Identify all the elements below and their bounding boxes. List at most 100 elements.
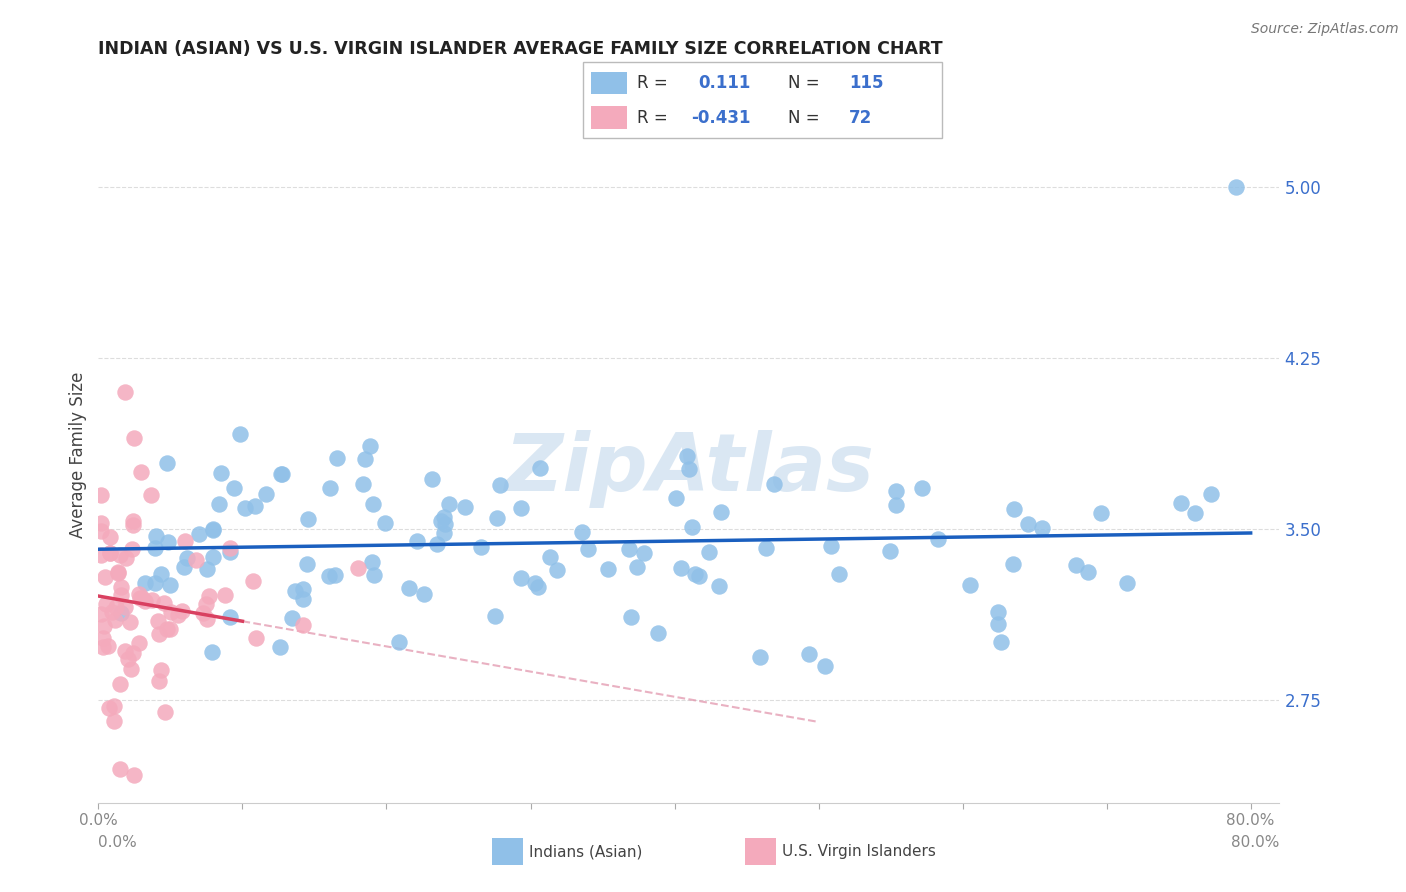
Point <box>195 597 218 611</box>
Point <box>707 579 730 593</box>
Point <box>254 487 277 501</box>
Point <box>990 635 1012 649</box>
Point <box>1002 502 1025 516</box>
Text: R =: R = <box>637 74 668 92</box>
Point <box>100 605 122 619</box>
Point <box>114 385 136 400</box>
Point <box>148 673 170 688</box>
Point <box>987 605 1010 619</box>
Point <box>814 659 837 673</box>
Point <box>669 561 692 575</box>
Point <box>155 456 177 470</box>
Point <box>538 550 561 565</box>
Point <box>353 476 375 491</box>
Point <box>104 613 127 627</box>
Point <box>430 514 453 528</box>
Point <box>174 534 197 549</box>
Point <box>527 580 550 594</box>
Point <box>353 452 375 467</box>
Point <box>1090 506 1112 520</box>
Point <box>398 581 420 595</box>
Point <box>426 537 449 551</box>
Point <box>245 632 267 646</box>
Point <box>297 512 319 526</box>
Point <box>94 570 117 584</box>
Point <box>346 561 368 575</box>
Point <box>122 431 145 445</box>
Point <box>1017 516 1039 531</box>
Point <box>108 548 131 562</box>
Point <box>114 644 136 658</box>
Point <box>202 550 225 565</box>
Point <box>121 541 143 556</box>
Point <box>360 555 382 569</box>
Point <box>103 714 125 728</box>
Point <box>363 568 385 582</box>
Point <box>141 488 163 502</box>
Point <box>134 594 156 608</box>
Point <box>159 605 181 619</box>
Point <box>828 567 851 582</box>
Text: INDIAN (ASIAN) VS U.S. VIRGIN ISLANDER AVERAGE FAMILY SIZE CORRELATION CHART: INDIAN (ASIAN) VS U.S. VIRGIN ISLANDER A… <box>98 40 943 58</box>
Point <box>107 566 129 580</box>
Point <box>129 591 152 605</box>
Point <box>149 566 172 581</box>
Point <box>148 615 170 629</box>
Point <box>159 578 181 592</box>
Point <box>121 646 143 660</box>
Point <box>94 598 117 612</box>
Point <box>619 610 641 624</box>
Point <box>749 649 772 664</box>
Point <box>122 768 145 782</box>
Point <box>98 546 121 560</box>
Point <box>1225 180 1247 194</box>
Point <box>617 541 640 556</box>
Point <box>156 622 179 636</box>
Point <box>141 593 163 607</box>
Point <box>326 450 349 465</box>
Point <box>281 611 304 625</box>
Point <box>412 587 434 601</box>
Point <box>122 514 145 528</box>
Point <box>1115 575 1137 590</box>
Point <box>678 462 700 476</box>
Point <box>97 640 120 654</box>
Point <box>143 541 166 556</box>
Point <box>576 541 599 556</box>
Point <box>90 607 112 621</box>
Text: 72: 72 <box>849 109 872 127</box>
Point <box>90 516 112 530</box>
Point <box>1199 486 1222 500</box>
Point <box>202 522 225 536</box>
Point <box>270 467 292 481</box>
Text: N =: N = <box>787 74 820 92</box>
Point <box>710 504 733 518</box>
Point <box>820 539 842 553</box>
Point <box>626 560 648 574</box>
Point <box>1031 521 1053 535</box>
Point <box>509 571 531 585</box>
Point <box>484 609 506 624</box>
Point <box>1184 506 1206 520</box>
Point <box>633 546 655 560</box>
Point <box>762 476 785 491</box>
Point <box>114 599 136 614</box>
Point <box>510 501 533 516</box>
Point <box>454 500 477 515</box>
Point <box>115 550 138 565</box>
Text: 0.111: 0.111 <box>699 74 751 92</box>
Point <box>110 762 132 776</box>
Y-axis label: Average Family Size: Average Family Size <box>69 372 87 538</box>
Point <box>433 510 456 524</box>
Point <box>245 500 267 514</box>
Text: ZipAtlas: ZipAtlas <box>503 430 875 508</box>
Point <box>157 534 180 549</box>
Point <box>90 488 112 502</box>
Point <box>596 562 619 576</box>
Point <box>104 600 127 615</box>
Text: 115: 115 <box>849 74 883 92</box>
Point <box>959 578 981 592</box>
Point <box>143 575 166 590</box>
Point <box>1077 566 1099 580</box>
Point <box>318 569 340 583</box>
